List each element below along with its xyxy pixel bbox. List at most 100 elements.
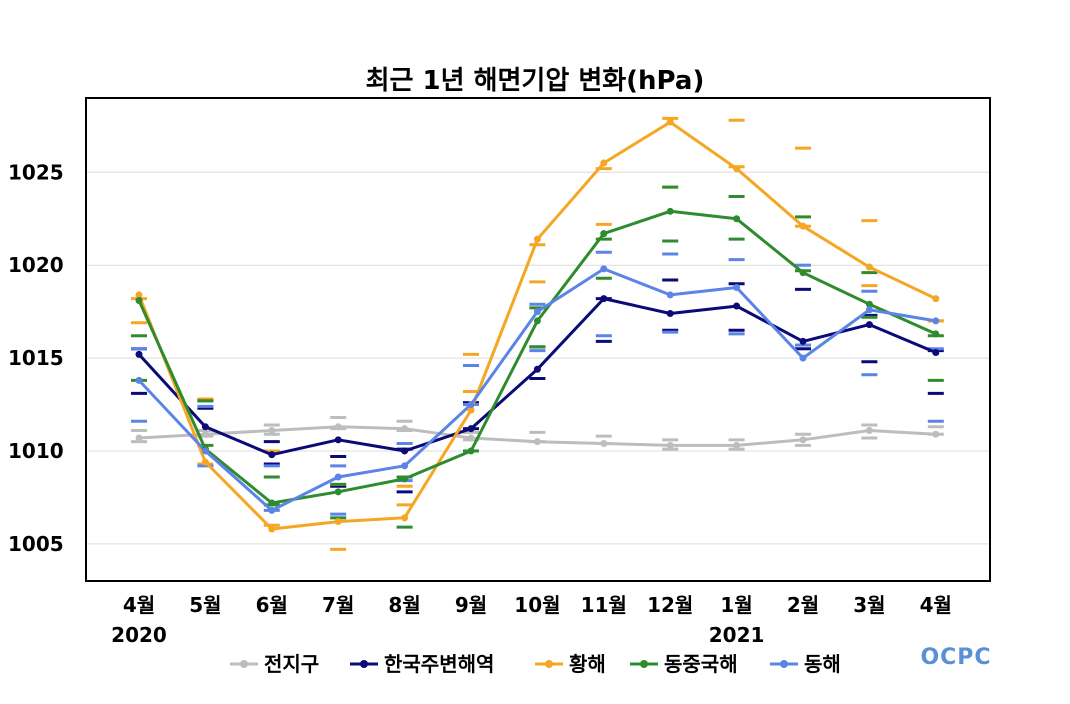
- data-point: [135, 376, 143, 384]
- x-axis-ticks: 4월 5월 6월 7월 8월 9월 10월 11월 12월 1월 2월 3월 4월 2020 2021: [111, 593, 952, 647]
- x-tick-label: 9월: [455, 593, 487, 617]
- data-point: [467, 447, 475, 455]
- data-point: [932, 295, 940, 303]
- series-points: [135, 118, 940, 533]
- plot-frame: [85, 97, 991, 582]
- data-point: [799, 337, 807, 345]
- data-point: [334, 473, 342, 481]
- data-point: [865, 263, 873, 271]
- data-point: [799, 436, 807, 444]
- data-point: [268, 499, 276, 507]
- data-point: [201, 458, 209, 466]
- data-point: [467, 401, 475, 409]
- data-point: [268, 427, 276, 435]
- y-tick-label: 1020: [8, 253, 64, 277]
- normal-range-markers: [131, 116, 944, 551]
- legend-label: 동해: [804, 652, 841, 676]
- legend-swatch-marker: [240, 660, 248, 668]
- legend-label: 전지구: [264, 652, 319, 676]
- data-point: [733, 215, 741, 223]
- legend-label: 동중국해: [664, 652, 738, 676]
- x-tick-label: 8월: [388, 593, 420, 617]
- x-tick-label: 10월: [514, 593, 560, 617]
- data-point: [932, 349, 940, 357]
- data-point: [666, 441, 674, 449]
- data-point: [666, 291, 674, 299]
- y-axis-ticks: 1005 1010 1015 1020 1025: [8, 160, 64, 556]
- y-tick-label: 1010: [8, 439, 64, 463]
- x-tick-label: 4월: [920, 593, 952, 617]
- data-point: [201, 423, 209, 431]
- legend: 전지구 한국주변해역 황해 동중국해 동해: [230, 652, 841, 676]
- data-point: [268, 506, 276, 514]
- data-point: [201, 430, 209, 438]
- data-point: [467, 434, 475, 442]
- data-point: [401, 462, 409, 470]
- data-point: [666, 309, 674, 317]
- y-tick-label: 1015: [8, 346, 64, 370]
- data-point: [467, 425, 475, 433]
- series-line: [137, 120, 937, 531]
- data-point: [600, 295, 608, 303]
- data-point: [268, 451, 276, 459]
- legend-swatch-marker: [780, 660, 788, 668]
- x-tick-label: 7월: [322, 593, 354, 617]
- y-tick-label: 1025: [8, 160, 64, 184]
- chart-title: 최근 1년 해면기압 변화(hPa): [366, 66, 705, 96]
- ocpc-logo: OCPC: [920, 645, 991, 670]
- data-point: [533, 438, 541, 446]
- x-tick-label: 5월: [189, 593, 221, 617]
- data-point: [799, 222, 807, 230]
- x-tick-label: 11월: [581, 593, 627, 617]
- grid-lines: [86, 171, 990, 545]
- data-point: [135, 350, 143, 358]
- x-year-label: 2021: [709, 623, 765, 647]
- series-line: [137, 209, 937, 505]
- data-point: [334, 518, 342, 526]
- data-point: [533, 317, 541, 325]
- data-point: [600, 159, 608, 167]
- data-point: [666, 118, 674, 126]
- data-point: [799, 354, 807, 362]
- legend-swatch-marker: [360, 660, 368, 668]
- data-point: [401, 475, 409, 483]
- legend-label: 황해: [569, 652, 606, 676]
- data-point: [932, 430, 940, 438]
- y-tick-label: 1005: [8, 532, 64, 556]
- x-tick-label: 1월: [720, 593, 752, 617]
- data-point: [666, 207, 674, 215]
- data-point: [600, 265, 608, 273]
- legend-swatch-marker: [545, 660, 553, 668]
- data-point: [865, 306, 873, 314]
- data-point: [733, 302, 741, 310]
- x-tick-label: 3월: [853, 593, 885, 617]
- series-lines: [137, 120, 937, 531]
- data-point: [865, 427, 873, 435]
- data-point: [401, 447, 409, 455]
- x-tick-label: 6월: [256, 593, 288, 617]
- data-point: [135, 291, 143, 299]
- data-point: [733, 283, 741, 291]
- data-point: [733, 165, 741, 173]
- legend-label: 한국주변해역: [384, 652, 494, 676]
- data-point: [201, 447, 209, 455]
- data-point: [135, 296, 143, 304]
- data-point: [932, 317, 940, 325]
- data-point: [733, 441, 741, 449]
- data-point: [600, 440, 608, 448]
- data-point: [268, 525, 276, 533]
- data-point: [334, 436, 342, 444]
- data-point: [533, 365, 541, 373]
- data-point: [467, 406, 475, 414]
- legend-swatch-marker: [640, 660, 648, 668]
- data-point: [334, 423, 342, 431]
- data-point: [533, 308, 541, 316]
- data-point: [932, 330, 940, 338]
- x-year-label: 2020: [111, 623, 167, 647]
- data-point: [533, 235, 541, 243]
- x-tick-label: 2월: [787, 593, 819, 617]
- data-point: [865, 300, 873, 308]
- data-point: [799, 269, 807, 277]
